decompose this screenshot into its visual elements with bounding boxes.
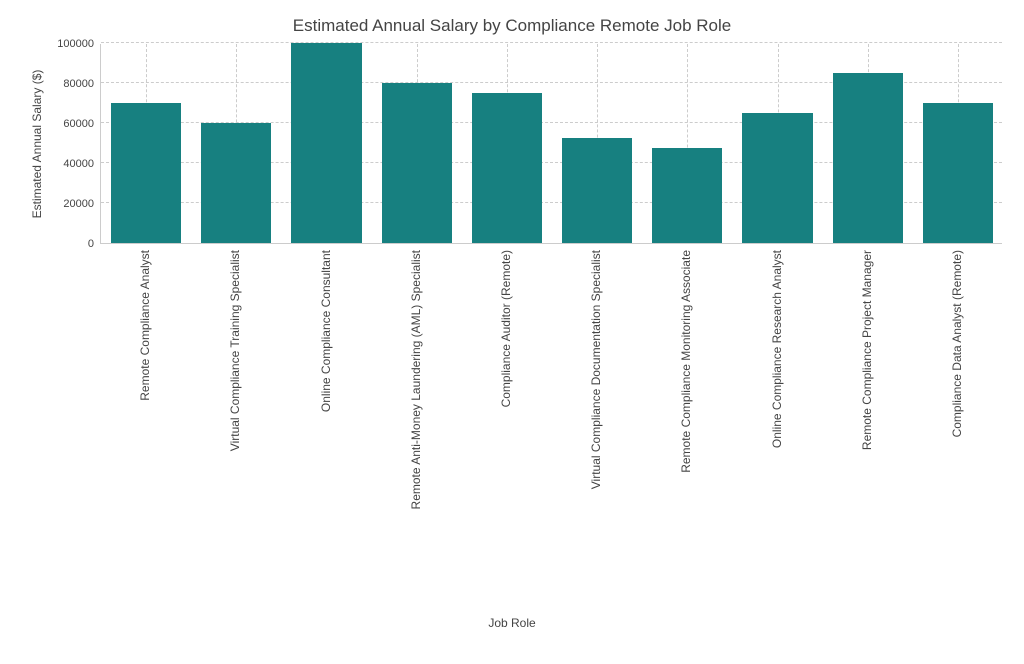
x-ticks: Remote Compliance Analyst Virtual Complia… <box>100 244 1002 614</box>
y-tick-label: 100000 <box>57 38 94 50</box>
bar <box>923 103 993 243</box>
chart-title: Estimated Annual Salary by Compliance Re… <box>22 16 1002 36</box>
bar <box>833 73 903 243</box>
plot-area <box>100 44 1002 244</box>
y-tick-label: 40000 <box>63 158 94 170</box>
bar <box>472 93 542 243</box>
bar <box>742 113 812 243</box>
y-tick-label: 0 <box>88 238 94 250</box>
x-tick-label: Compliance Auditor (Remote) <box>499 250 513 407</box>
bar <box>382 83 452 243</box>
x-tick-label: Remote Compliance Project Manager <box>860 250 874 450</box>
ylabel-col: Estimated Annual Salary ($) <box>22 44 44 244</box>
bar <box>652 148 722 243</box>
x-tick-label: Remote Compliance Monitoring Associate <box>679 250 693 473</box>
x-tick-label: Online Compliance Consultant <box>319 250 333 412</box>
x-tick-label: Virtual Compliance Training Specialist <box>228 250 242 451</box>
hgrid-line <box>101 42 1002 43</box>
y-tick-label: 80000 <box>63 78 94 90</box>
bar <box>562 138 632 243</box>
x-tick-label: Remote Anti-Money Laundering (AML) Speci… <box>409 250 423 509</box>
salary-bar-chart: Estimated Annual Salary by Compliance Re… <box>0 0 1024 664</box>
x-axis-label: Job Role <box>22 616 1002 630</box>
x-tick-label: Remote Compliance Analyst <box>138 250 152 401</box>
y-tick-label: 60000 <box>63 118 94 130</box>
x-tick-label: Virtual Compliance Documentation Special… <box>589 250 603 489</box>
x-tick-label: Online Compliance Research Analyst <box>770 250 784 448</box>
x-tick-label: Compliance Data Analyst (Remote) <box>950 250 964 437</box>
bar <box>291 43 361 243</box>
y-axis-label: Estimated Annual Salary ($) <box>30 70 44 219</box>
y-tick-label: 20000 <box>63 198 94 210</box>
bar <box>201 123 271 243</box>
y-ticks: 020000400006000080000100000 <box>44 44 100 244</box>
plot-outer: Estimated Annual Salary ($) 020000400006… <box>22 44 1002 244</box>
bar <box>111 103 181 243</box>
